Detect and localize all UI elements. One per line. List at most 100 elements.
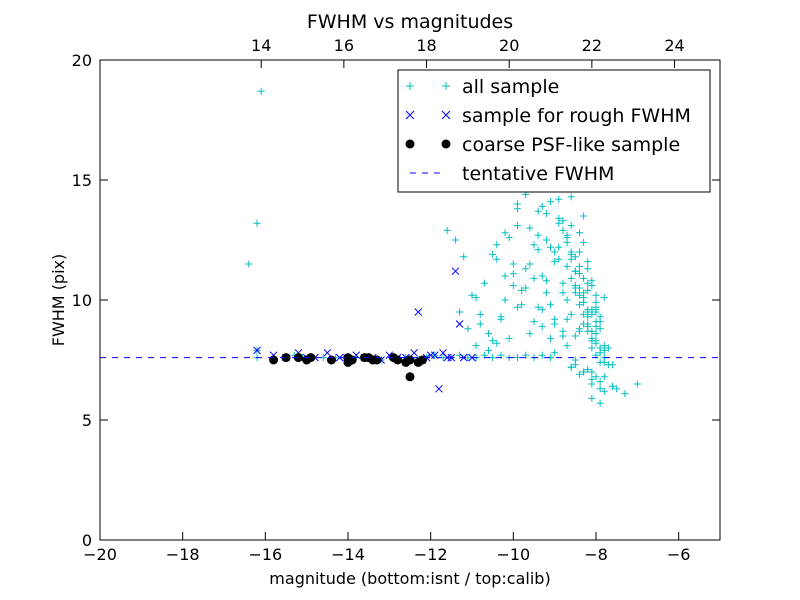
all-sample-point xyxy=(567,250,575,258)
all-sample-point xyxy=(464,325,472,333)
all-sample-point xyxy=(588,282,596,290)
rough-sample-point xyxy=(435,384,443,393)
all-sample-point xyxy=(596,399,604,407)
all-sample-point xyxy=(542,210,550,218)
all-sample-point xyxy=(538,306,546,314)
all-sample-point xyxy=(580,289,588,297)
all-sample-point xyxy=(443,226,451,234)
all-sample-point xyxy=(559,217,567,225)
y-tick-label: 0 xyxy=(82,531,92,550)
psf-sample-point xyxy=(405,372,415,382)
all-sample-point xyxy=(542,277,550,285)
all-sample-point xyxy=(575,370,583,378)
legend-label: tentative FWHM xyxy=(462,163,614,185)
all-sample-point xyxy=(613,385,621,393)
x-tick-label: −14 xyxy=(331,545,365,564)
all-sample-point xyxy=(555,243,563,251)
all-sample-point xyxy=(596,349,604,357)
rough-sample-point xyxy=(410,348,418,357)
all-sample-point xyxy=(567,222,575,230)
psf-sample-point xyxy=(372,355,382,365)
all-sample-point xyxy=(559,279,567,287)
all-sample-point xyxy=(489,337,497,345)
all-sample-point xyxy=(501,229,509,237)
psf-sample-point xyxy=(393,355,403,365)
all-sample-point xyxy=(592,339,600,347)
all-sample-point xyxy=(509,270,517,278)
all-sample-point xyxy=(460,253,468,261)
all-sample-point xyxy=(592,318,600,326)
all-sample-point xyxy=(596,378,604,386)
all-sample-point xyxy=(575,327,583,335)
all-sample-point xyxy=(604,361,612,369)
rough-sample-point xyxy=(443,353,452,362)
all-sample-point xyxy=(584,286,592,294)
all-sample-point xyxy=(571,356,579,364)
all-sample-point xyxy=(588,394,596,402)
all-sample-point xyxy=(526,224,534,232)
rough-sample-point xyxy=(455,320,464,328)
all-sample-point xyxy=(575,262,583,270)
all-sample-point xyxy=(547,301,555,309)
rough-sample-point xyxy=(323,348,332,357)
all-sample-point xyxy=(501,272,509,280)
all-sample-point xyxy=(476,310,484,318)
all-sample-point xyxy=(547,243,555,251)
rough-sample-point xyxy=(335,353,344,362)
all-sample-point xyxy=(563,315,571,323)
all-sample-point xyxy=(604,344,612,352)
all-sample-point xyxy=(567,363,575,371)
all-sample-point xyxy=(530,274,538,282)
legend-entry: coarse PSF-like sample xyxy=(405,134,680,156)
y-tick-label: 5 xyxy=(82,411,92,430)
rough-sample-point xyxy=(451,267,460,276)
psf-sample-point xyxy=(293,353,303,363)
all-sample-point xyxy=(513,354,521,362)
all-sample-point xyxy=(580,274,588,282)
x-tick-label: −10 xyxy=(496,545,530,564)
all-sample-point xyxy=(526,330,534,338)
x-tick-label: −16 xyxy=(248,545,282,564)
all-sample-point xyxy=(538,351,546,359)
rough-sample-point xyxy=(253,346,261,355)
top-tick-label: 18 xyxy=(416,36,436,55)
all-sample-point xyxy=(526,260,534,268)
all-sample-point xyxy=(538,272,546,280)
all-sample-point xyxy=(592,291,600,299)
legend-entry: tentative FWHM xyxy=(410,163,614,185)
legend-dot-swatch xyxy=(405,139,415,149)
top-tick-label: 16 xyxy=(334,36,354,55)
all-sample-point xyxy=(534,303,542,311)
all-sample-point xyxy=(580,310,588,318)
y-axis-label: FWHM (pix) xyxy=(49,254,68,347)
psf-sample-point xyxy=(306,353,316,363)
all-sample-point xyxy=(584,313,592,321)
all-sample-point xyxy=(588,337,596,345)
legend-plus-swatch xyxy=(442,82,450,90)
all-sample-point xyxy=(584,320,592,328)
all-sample-point xyxy=(551,349,559,357)
all-sample-point xyxy=(551,315,559,323)
all-sample-point xyxy=(513,205,521,213)
all-sample-point xyxy=(580,238,588,246)
all-sample-point xyxy=(621,390,629,398)
all-sample-point xyxy=(509,282,517,290)
all-sample-point xyxy=(547,198,555,206)
top-tick-label: 22 xyxy=(582,36,602,55)
all-sample-point xyxy=(600,373,608,381)
x-tick-label: −8 xyxy=(584,545,608,564)
legend-plus-swatch xyxy=(406,82,414,90)
top-tick-label: 20 xyxy=(499,36,519,55)
all-sample-point xyxy=(575,270,583,278)
all-sample-point xyxy=(534,246,542,254)
y-tick-label: 15 xyxy=(72,171,92,190)
all-sample-point xyxy=(584,366,592,374)
all-sample-point xyxy=(559,289,567,297)
all-sample-point xyxy=(253,219,261,227)
all-sample-point xyxy=(542,289,550,297)
all-sample-point xyxy=(575,248,583,256)
all-sample-point xyxy=(505,334,513,342)
all-sample-point xyxy=(497,313,505,321)
all-sample-point xyxy=(596,358,604,366)
